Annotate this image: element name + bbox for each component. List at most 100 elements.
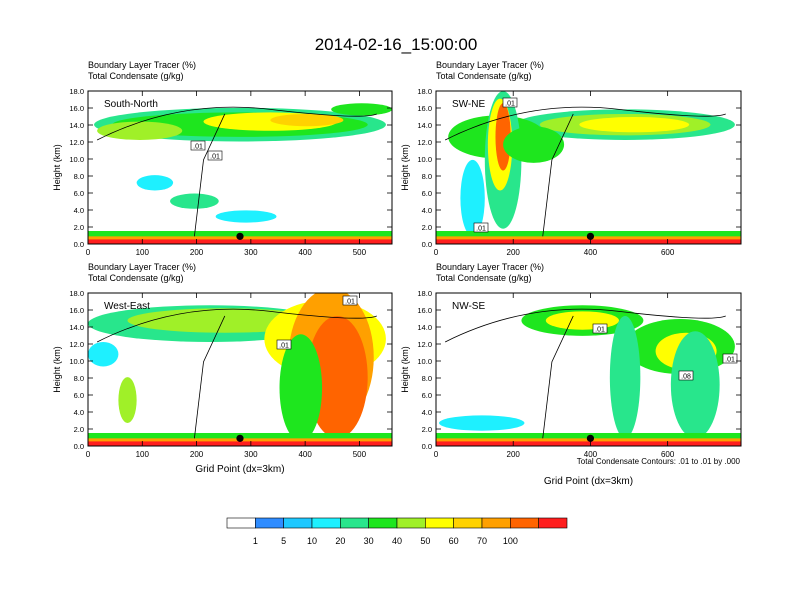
condensate-region [279,334,323,442]
contour-label: .01 [193,144,203,151]
panel-title-tracer: Boundary Layer Tracer (%) [88,262,196,272]
y-tick-label: 14.0 [69,121,84,130]
contour-line [194,315,226,439]
condensate-region [579,117,690,133]
panel-frame [435,292,742,447]
x-tick-label: 300 [244,248,258,257]
panel-direction-label: West-East [104,301,150,312]
x-tick-label: 400 [298,450,312,459]
x-tick-label: 300 [244,450,258,459]
field-south-north [88,91,392,244]
colorbar-swatch [396,517,426,529]
x-axis-label: Grid Point (dx=3km) [195,464,284,475]
panel-title-condensate: Total Condensate (g/kg) [88,71,184,81]
y-tick-label: 8.0 [422,172,432,181]
y-tick-label: 8.0 [422,374,432,383]
x-tick-label: 200 [190,248,204,257]
tracer-layer [88,239,392,244]
y-tick-label: 8.0 [74,374,84,383]
contour-label-box [190,140,206,151]
condensate-region [331,103,392,116]
x-axis-label: Grid Point (dx=3km) [544,476,633,487]
panel-direction-label: NW-SE [452,301,485,312]
location-marker [586,232,595,240]
y-tick-label: 18.0 [69,87,84,96]
panel-nw-se: Boundary Layer Tracer (%)Total Condensat… [400,262,742,487]
y-tick-label: 6.0 [74,189,84,198]
x-tick-label: 400 [298,248,312,257]
condensate-region [439,415,525,431]
contour-label-box [722,353,738,364]
colorbar-label: 70 [477,536,487,546]
panel-title-tracer: Boundary Layer Tracer (%) [436,60,544,70]
contour-line [444,106,726,141]
field-sw-ne [436,91,741,244]
y-tick-label: 4.0 [74,408,84,417]
panel-title-condensate: Total Condensate (g/kg) [436,71,532,81]
y-axis-label: Height (km) [400,346,410,393]
panel-direction-label: South-North [104,99,158,110]
contour-label: .01 [595,327,605,334]
colorbar-label: 30 [364,536,374,546]
contour-label-box [678,370,694,381]
condensate-region [97,121,183,140]
y-tick-label: 6.0 [422,391,432,400]
y-tick-label: 6.0 [74,391,84,400]
colorbar-swatch [226,517,256,529]
y-tick-label: 0.0 [422,240,432,249]
condensate-region [118,377,137,424]
panel-sw-ne: Boundary Layer Tracer (%)Total Condensat… [400,60,742,257]
contour-line [96,106,377,141]
condensate-region [306,315,368,439]
field-west-east [88,293,392,446]
x-tick-label: 600 [661,450,675,459]
y-tick-label: 12.0 [417,340,432,349]
y-tick-label: 10.0 [69,357,84,366]
colorbar-swatch [453,517,483,529]
panel-frame [435,90,742,245]
panel-title-tracer: Boundary Layer Tracer (%) [88,60,196,70]
tracer-layer [88,441,392,446]
x-tick-label: 0 [86,450,91,459]
colorbar-label: 10 [307,536,317,546]
y-tick-label: 18.0 [417,87,432,96]
y-tick-label: 16.0 [417,306,432,315]
x-tick-label: 0 [434,450,439,459]
contour-label-box [342,295,358,306]
contour-label: .08 [681,374,691,381]
y-tick-label: 18.0 [69,289,84,298]
condensate-region [88,341,119,367]
x-tick-label: 100 [136,450,150,459]
contour-line [542,315,574,439]
y-tick-label: 2.0 [422,223,432,232]
condensate-region [545,311,620,330]
y-tick-label: 4.0 [74,206,84,215]
contour-line [542,113,574,237]
y-tick-label: 16.0 [69,104,84,113]
panels: Boundary Layer Tracer (%)Total Condensat… [52,60,742,487]
colorbar-label: 20 [335,536,345,546]
figure-title: 2014-02-16_15:00:00 [315,35,478,54]
y-tick-label: 2.0 [422,425,432,434]
panel-south-north: Boundary Layer Tracer (%)Total Condensat… [52,60,393,257]
contour-label: .01 [505,101,515,108]
y-tick-label: 4.0 [422,206,432,215]
y-tick-label: 14.0 [69,323,84,332]
condensate-region [609,315,641,439]
y-tick-label: 16.0 [69,306,84,315]
contour-label-box [276,339,292,350]
condensate-region [495,103,511,171]
panel-frame [87,292,393,447]
condensate-region [170,193,219,209]
x-tick-label: 400 [584,248,598,257]
y-tick-label: 10.0 [417,357,432,366]
x-tick-label: 200 [190,450,204,459]
y-tick-label: 12.0 [417,138,432,147]
y-tick-label: 16.0 [417,104,432,113]
contour-label-box [473,222,489,233]
x-tick-label: 500 [353,248,367,257]
y-tick-label: 0.0 [422,442,432,451]
condensate-region [136,175,174,191]
contour-label: .01 [476,226,486,233]
location-marker [236,232,244,240]
